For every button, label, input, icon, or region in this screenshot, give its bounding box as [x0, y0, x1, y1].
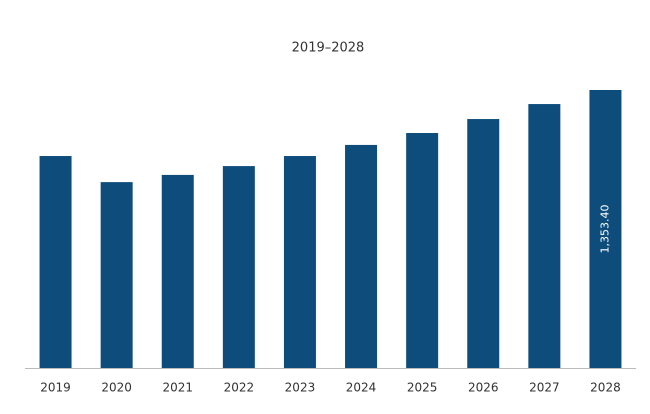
- bar: [161, 174, 194, 368]
- x-tick-label: 2025: [407, 381, 438, 395]
- bar: [589, 90, 622, 368]
- x-tick-label: 2024: [346, 381, 377, 395]
- x-tick-label: 2021: [162, 381, 193, 395]
- x-tick-label: 2023: [285, 381, 316, 395]
- x-tick-label: 2027: [529, 381, 560, 395]
- bar: [467, 119, 500, 369]
- bar: [345, 144, 378, 368]
- value-label: 1,353.40: [598, 205, 611, 254]
- bar: [222, 166, 255, 368]
- x-tick-label: 2028: [590, 381, 621, 395]
- x-tick-label: 2019: [40, 381, 71, 395]
- bar: [528, 104, 561, 368]
- bar: [100, 182, 133, 368]
- bar: [39, 156, 72, 368]
- bar: [406, 133, 439, 368]
- x-tick-label: 2022: [224, 381, 255, 395]
- x-tick-label: 2020: [101, 381, 132, 395]
- x-tick-label: 2026: [468, 381, 499, 395]
- chart-title: 2019–2028: [292, 41, 365, 56]
- bar: [283, 156, 316, 368]
